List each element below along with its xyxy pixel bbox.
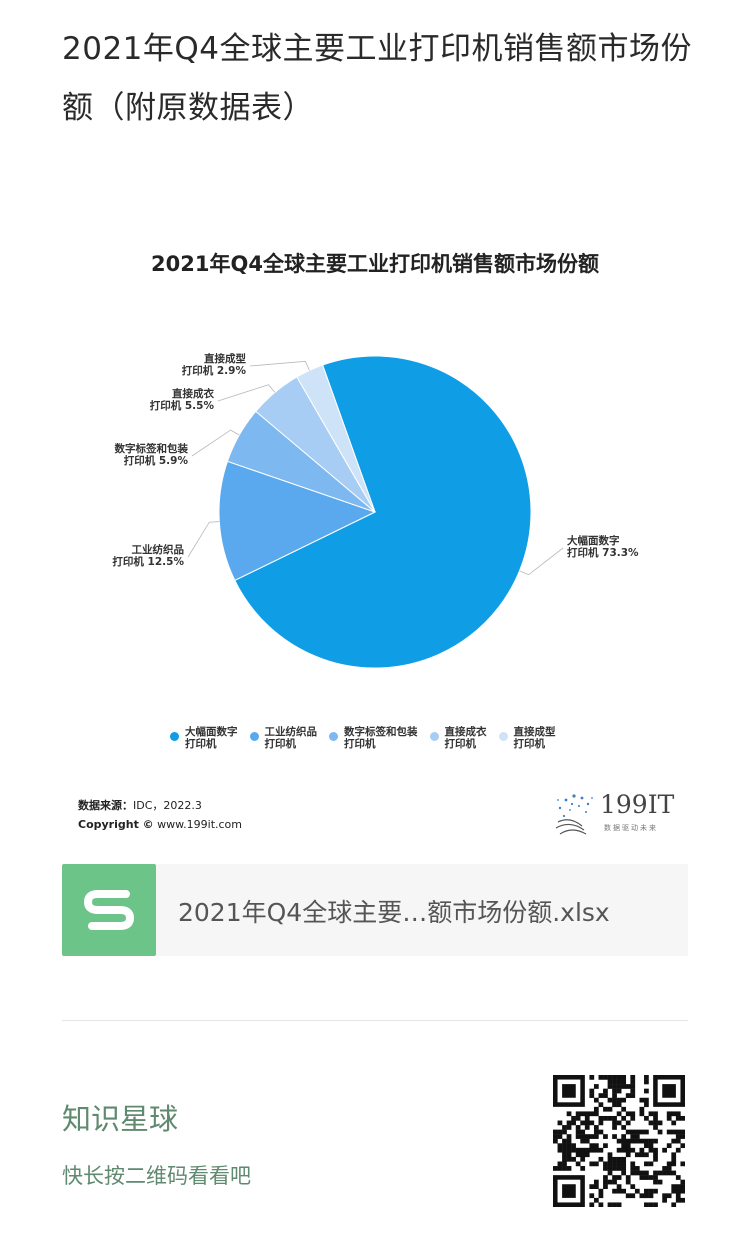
source-value: IDC，2022.3 — [133, 799, 202, 812]
legend-swatch — [429, 732, 439, 741]
legend-label: 数字标签和包装 打印机 — [344, 726, 418, 750]
leader-line — [191, 429, 240, 457]
file-name[interactable]: 2021年Q4全球主要…额市场份额.xlsx — [178, 898, 610, 927]
legend-item: 直接成衣 打印机 — [429, 726, 487, 750]
file-attachment[interactable]: 2021年Q4全球主要…额市场份额.xlsx — [62, 864, 688, 956]
chart-source: 数据来源：IDC，2022.3 Copyright © www.199it.co… — [78, 796, 242, 834]
legend-swatch — [498, 732, 508, 741]
pie-slice — [296, 364, 376, 513]
source-label: 数据来源： — [78, 799, 133, 812]
copyright-value: www.199it.com — [157, 818, 243, 831]
legend-swatch — [170, 732, 179, 741]
legend-label: 直接成型 打印机 — [513, 726, 556, 750]
199it-logo: 199IT 数据驱动未来 — [552, 788, 682, 838]
spreadsheet-s-icon — [62, 864, 156, 956]
slice-label: 直接成衣 — [172, 387, 214, 400]
copyright-label: Copyright © — [78, 818, 154, 831]
divider — [62, 1020, 688, 1021]
source-line: 数据来源：IDC，2022.3 — [78, 796, 242, 815]
dandelion-logo-icon — [555, 794, 593, 835]
slice-label: 直接成型 — [204, 352, 246, 365]
copyright-line: Copyright © www.199it.com — [78, 815, 242, 834]
slice-label: 打印机 5.5% — [150, 399, 215, 412]
legend-label: 直接成衣 打印机 — [444, 726, 487, 750]
promo-title: 知识星球 — [62, 1102, 179, 1136]
chart-card: 大幅面数字 打印机 73.3% 工业纺织品 打印机 12.5% 数字标签和包装 打印机 5… — [62, 228, 688, 848]
legend-label: 大幅面数字 打印机 — [185, 726, 238, 750]
slice-label: 打印机 5.9% — [124, 454, 189, 467]
leader-line — [187, 521, 220, 558]
pie-slice — [234, 355, 532, 669]
page-title: 2021年Q4全球主要工业打印机销售额市场份额（附原数据表） — [62, 31, 693, 126]
chart-legend: 大幅面数字 打印机 工业纺织品 打印机 数字标签和包装 打印机 直接成衣 打印机… — [170, 726, 556, 750]
legend-item: 工业纺织品 打印机 — [249, 726, 318, 750]
leader-line — [519, 547, 564, 576]
leader-line — [217, 384, 276, 402]
legend-swatch — [329, 732, 338, 741]
legend-item: 数字标签和包装 打印机 — [329, 726, 418, 750]
legend-item: 直接成型 打印机 — [498, 726, 556, 750]
legend-swatch — [249, 732, 259, 741]
logo-tagline: 数据驱动未来 — [604, 824, 658, 832]
slice-label: 打印机 2.9% — [182, 364, 247, 377]
leader-line — [249, 360, 310, 371]
slice-label: 数字标签和包装 — [114, 442, 189, 455]
legend-label: 工业纺织品 打印机 — [264, 726, 318, 750]
legend-item: 大幅面数字 打印机 — [170, 726, 238, 750]
slice-label: 打印机 12.5% — [112, 555, 184, 568]
slice-label: 打印机 73.3% — [567, 546, 639, 559]
logo-text: 199IT — [600, 790, 675, 819]
slice-label: 大幅面数字 — [567, 534, 620, 547]
promo-subtitle: 快长按二维码看看吧 — [62, 1164, 251, 1188]
qr-code-icon[interactable] — [553, 1075, 685, 1207]
chart-title: 2021年Q4全球主要工业打印机销售额市场份额 — [151, 252, 599, 276]
slice-label: 工业纺织品 — [132, 543, 185, 556]
